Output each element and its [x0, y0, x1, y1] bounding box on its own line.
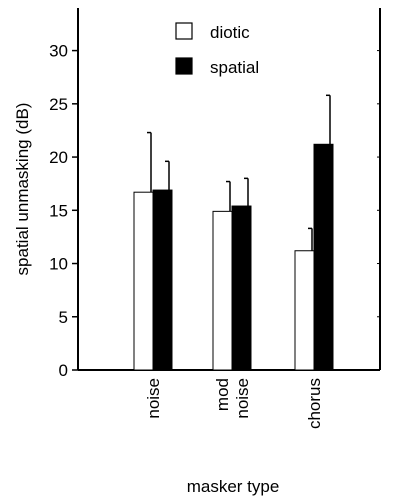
- y-axis-label: spatial unmasking (dB): [13, 103, 32, 276]
- x-tick-label-chorus-0: chorus: [305, 378, 324, 429]
- bars: [133, 143, 334, 371]
- bar-diotic-chorus: [294, 250, 315, 371]
- bar-spatial-chorus: [313, 143, 334, 371]
- y-tick-label-5: 5: [59, 308, 68, 327]
- legend-label-diotic: diotic: [210, 23, 250, 42]
- x-tick-label-noise-0: noise: [144, 378, 163, 419]
- y-axis-ticks: 0 5 10 15 20 25 30: [49, 42, 380, 380]
- x-tick-label-mod-noise-1: noise: [233, 378, 252, 419]
- y-tick-label-20: 20: [49, 148, 68, 167]
- y-tick-label-10: 10: [49, 255, 68, 274]
- y-tick-label-0: 0: [59, 361, 68, 380]
- x-axis-ticks: noise mod noise chorus: [144, 378, 324, 429]
- legend: diotic spatial: [175, 22, 259, 77]
- bar-spatial-mod-noise: [231, 205, 252, 371]
- bar-diotic-noise: [133, 191, 154, 371]
- x-axis-label: masker type: [187, 477, 280, 496]
- x-tick-label-mod-noise-0: mod: [213, 378, 232, 411]
- y-tick-label-15: 15: [49, 201, 68, 220]
- legend-swatch-spatial: [175, 57, 193, 75]
- bar-spatial-noise: [152, 189, 173, 371]
- legend-swatch-diotic: [175, 22, 193, 40]
- y-tick-label-30: 30: [49, 42, 68, 61]
- y-tick-label-25: 25: [49, 95, 68, 114]
- error-bars: [147, 94, 331, 251]
- legend-label-spatial: spatial: [210, 58, 259, 77]
- bar-diotic-mod-noise: [212, 210, 233, 371]
